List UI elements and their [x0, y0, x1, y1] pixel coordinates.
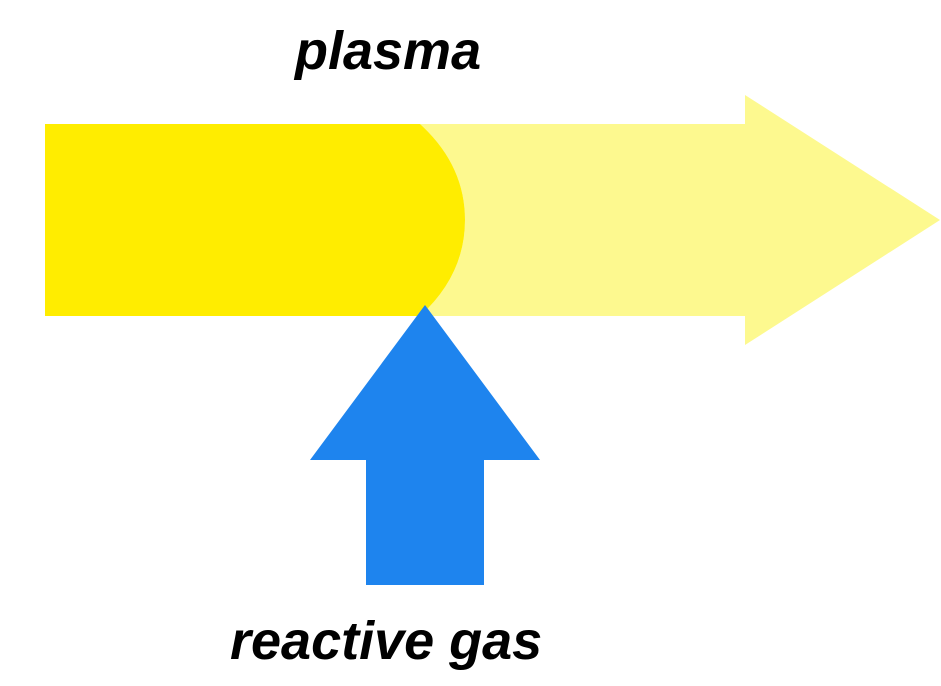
reactive-gas-arrow: [310, 305, 540, 585]
plasma-arrow-left-segment: [45, 124, 465, 316]
plasma-diagram: plasma reactive gas: [0, 0, 941, 686]
reactive-gas-arrow-shape: [310, 305, 540, 585]
plasma-label: plasma: [295, 20, 481, 82]
reactive-gas-label: reactive gas: [230, 610, 542, 672]
